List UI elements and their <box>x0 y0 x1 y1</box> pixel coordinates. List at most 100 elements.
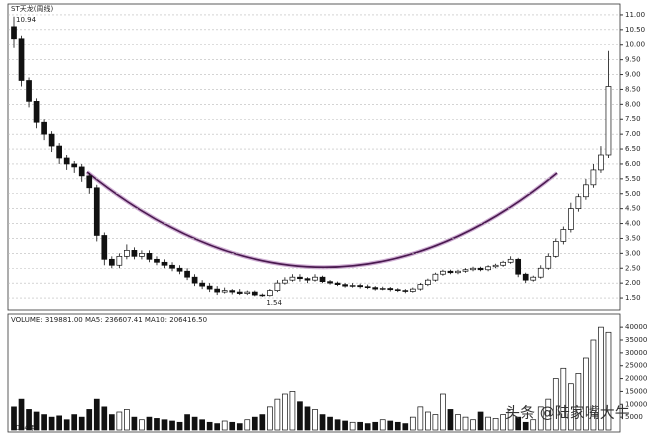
volume-bar <box>267 406 273 431</box>
candle-body <box>154 258 160 263</box>
volume-bar <box>327 416 333 431</box>
volume-bar <box>349 421 356 431</box>
volume-bar <box>71 414 78 431</box>
volume-bar <box>199 419 205 431</box>
candle-body <box>522 273 529 281</box>
volume-bar <box>462 416 469 431</box>
candle-body <box>560 229 567 242</box>
candle-body <box>161 261 168 266</box>
candle-body <box>86 175 93 189</box>
candle-body <box>530 276 537 281</box>
volume-bar <box>567 383 574 431</box>
volume-tick-label: 25000 <box>625 362 647 370</box>
volume-bar <box>545 398 552 431</box>
volume-bar <box>146 416 153 431</box>
y-tick-label: 1.50 <box>625 294 641 302</box>
candle-body <box>101 235 108 260</box>
candle-body <box>26 80 32 102</box>
candle-body <box>583 184 589 198</box>
volume-tick-label: 10000 <box>625 400 647 408</box>
volume-bar <box>394 421 401 431</box>
volume-bar <box>289 391 296 431</box>
volume-bar <box>455 414 461 431</box>
candle-body <box>139 253 145 257</box>
candle-body <box>11 26 17 40</box>
volume-bar <box>605 331 612 431</box>
candle-body <box>236 291 243 294</box>
candle-body <box>63 157 70 165</box>
candle-body <box>552 241 559 257</box>
candle-body <box>507 258 514 263</box>
candle-body <box>184 270 190 278</box>
candle-body <box>605 86 612 156</box>
candle-body <box>342 284 348 287</box>
candle-body <box>71 163 78 168</box>
max-label: 10.94 <box>16 16 37 24</box>
volume-bar <box>342 420 348 431</box>
volume-bar <box>575 373 582 431</box>
y-tick-label: 4.50 <box>625 205 641 213</box>
candle-body <box>545 255 552 269</box>
candle-body <box>394 289 401 291</box>
candle-body <box>402 290 409 292</box>
volume-bar <box>33 411 40 431</box>
volume-bar <box>492 418 499 431</box>
volume-bar <box>101 406 108 431</box>
candle-body <box>176 267 183 272</box>
volume-bar <box>500 414 506 431</box>
candle-body <box>199 282 205 287</box>
volume-bar <box>131 416 138 431</box>
volume-bar <box>312 409 318 431</box>
candle-body <box>48 133 55 147</box>
y-tick-label: 8.00 <box>625 100 641 108</box>
candle-body <box>319 276 326 283</box>
y-tick-label: 8.50 <box>625 85 641 93</box>
volume-bar <box>161 419 168 431</box>
y-tick-label: 6.50 <box>625 145 641 153</box>
volume-bar <box>214 423 221 431</box>
volume-bar <box>78 416 85 431</box>
volume-bar <box>282 393 288 431</box>
candle-body <box>590 169 597 186</box>
volume-bar <box>357 421 363 431</box>
volume-bar <box>507 409 514 431</box>
volume-bar <box>515 416 522 431</box>
candle-body <box>447 270 454 274</box>
volume-bar <box>274 398 281 431</box>
candle-body <box>312 276 318 281</box>
volume-bar <box>537 406 544 431</box>
volume-bar <box>48 416 55 431</box>
cup-curve <box>86 171 558 269</box>
candle-body <box>567 208 574 230</box>
candle-body <box>33 101 40 123</box>
volume-bar <box>319 414 326 431</box>
candle-body <box>259 294 266 297</box>
volume-bar <box>124 409 130 431</box>
volume-bar <box>432 414 439 431</box>
y-tick-label: 10.00 <box>625 41 645 49</box>
candle-body <box>18 38 25 81</box>
volume-bar <box>440 393 446 431</box>
volume-title: VOLUME: 319881.00 MA5: 236607.41 MA10: 2… <box>11 316 207 324</box>
candle-body <box>409 288 416 292</box>
candle-body <box>221 290 228 293</box>
y-tick-label: 6.00 <box>625 160 641 168</box>
candle-body <box>462 269 469 272</box>
candle-body <box>327 281 333 284</box>
volume-bar <box>297 401 303 431</box>
candle-body <box>364 286 371 288</box>
candle-body <box>477 267 484 271</box>
candle-body <box>297 276 303 280</box>
volume-bar <box>108 414 115 431</box>
volume-bar <box>387 420 394 431</box>
volume-bar <box>304 406 311 431</box>
volume-bar <box>191 416 198 431</box>
candle-body <box>229 290 236 293</box>
volume-bar <box>86 409 93 431</box>
volume-bar <box>417 406 424 431</box>
candle-body <box>357 285 363 288</box>
volume-tick-label: 35000 <box>625 336 647 344</box>
candle-body <box>440 270 446 275</box>
candle-body <box>492 264 499 268</box>
